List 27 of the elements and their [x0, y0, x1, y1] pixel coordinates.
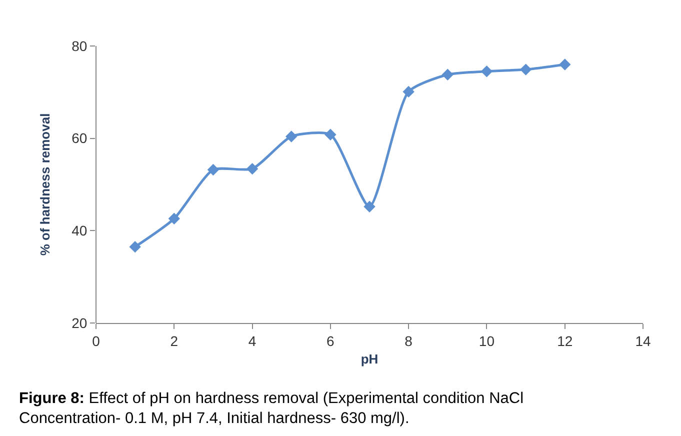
x-tick-label: 8: [404, 332, 413, 349]
point: [364, 200, 376, 213]
point: [559, 58, 571, 70]
x-tick-label: 0: [92, 332, 100, 349]
x-tick-label: 4: [248, 332, 256, 349]
point: [520, 64, 532, 76]
point: [480, 66, 493, 78]
y-tick-label: 20: [72, 314, 88, 331]
x-tick-label: 14: [635, 332, 651, 349]
point: [129, 240, 141, 253]
point: [168, 212, 180, 225]
y-tick-label: 60: [72, 130, 88, 146]
point: [246, 162, 258, 175]
x-tick-label: 12: [557, 332, 573, 349]
x-tick-label: 6: [326, 332, 335, 349]
point: [442, 68, 454, 80]
point: [324, 128, 336, 140]
y-tick-label: 80: [72, 38, 88, 54]
x-tick-label: 10: [478, 332, 495, 349]
x-axis-title: pH: [360, 351, 378, 366]
caption: Figure 8: Effect of pH on hardness removal (Experimental condition NaCl Concentration- 0.1 M, pH 7.4, Initial hardness- 630 mg/l).: [19, 390, 524, 428]
y-tick-label: 40: [72, 222, 88, 239]
x-tick-label: 2: [170, 332, 178, 349]
point: [286, 130, 298, 142]
point: [207, 164, 220, 176]
point: [402, 86, 414, 98]
y-axis-title: % of hardness removal: [38, 113, 53, 256]
